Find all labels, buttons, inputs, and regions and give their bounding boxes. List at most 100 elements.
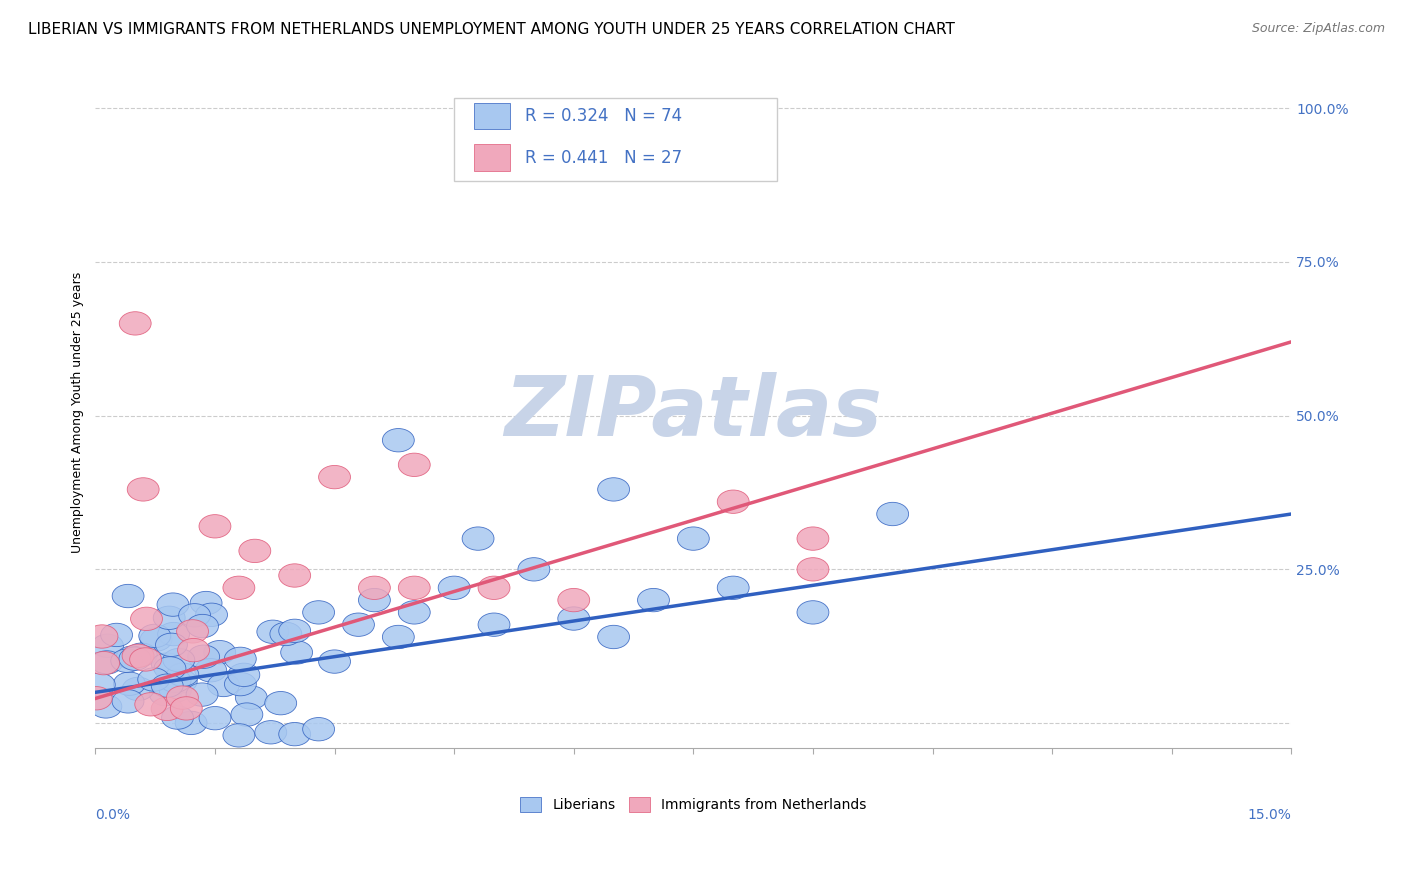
Ellipse shape [80,687,112,710]
Ellipse shape [302,717,335,741]
Ellipse shape [170,697,202,720]
Text: Source: ZipAtlas.com: Source: ZipAtlas.com [1251,22,1385,36]
Ellipse shape [302,600,335,624]
Ellipse shape [120,311,152,335]
Ellipse shape [558,589,589,612]
Text: 15.0%: 15.0% [1247,808,1291,822]
Text: R = 0.324   N = 74: R = 0.324 N = 74 [524,107,682,125]
Ellipse shape [139,624,170,648]
Ellipse shape [153,606,186,630]
Ellipse shape [187,615,218,638]
Ellipse shape [177,620,208,643]
Ellipse shape [152,698,183,721]
Ellipse shape [235,686,267,709]
Ellipse shape [135,692,167,716]
Ellipse shape [122,644,155,667]
Ellipse shape [156,633,187,657]
Ellipse shape [152,674,183,698]
Legend: Liberians, Immigrants from Netherlands: Liberians, Immigrants from Netherlands [515,792,872,818]
Ellipse shape [204,640,236,664]
Y-axis label: Unemployment Among Youth under 25 years: Unemployment Among Youth under 25 years [72,272,84,553]
Ellipse shape [155,657,186,680]
Ellipse shape [228,663,260,687]
Ellipse shape [278,619,311,642]
Ellipse shape [319,466,350,489]
Ellipse shape [225,673,256,696]
Ellipse shape [114,672,145,696]
Ellipse shape [91,634,124,657]
Ellipse shape [278,564,311,587]
Ellipse shape [117,646,148,669]
Ellipse shape [167,663,198,686]
Ellipse shape [257,620,288,643]
Ellipse shape [517,558,550,581]
Ellipse shape [398,453,430,476]
Ellipse shape [86,624,118,648]
Ellipse shape [231,703,263,726]
Ellipse shape [87,651,120,675]
Ellipse shape [159,679,191,702]
Text: ZIPatlas: ZIPatlas [505,372,883,453]
Ellipse shape [90,695,122,718]
Ellipse shape [797,600,830,624]
Ellipse shape [359,589,391,612]
Ellipse shape [254,721,287,744]
Ellipse shape [463,527,494,550]
Text: 0.0%: 0.0% [96,808,131,822]
Ellipse shape [278,723,311,746]
Ellipse shape [439,576,470,599]
Ellipse shape [797,527,830,550]
Ellipse shape [637,589,669,612]
Ellipse shape [129,648,162,671]
Ellipse shape [166,670,197,693]
Ellipse shape [91,651,122,674]
Ellipse shape [598,625,630,648]
Ellipse shape [157,623,190,646]
Ellipse shape [159,669,191,692]
Ellipse shape [83,673,115,697]
Ellipse shape [195,658,226,682]
Ellipse shape [122,677,155,700]
Ellipse shape [138,668,170,691]
Ellipse shape [239,540,271,563]
Ellipse shape [128,478,159,501]
Ellipse shape [678,527,709,550]
Ellipse shape [200,515,231,538]
Ellipse shape [319,650,350,673]
Ellipse shape [200,706,231,730]
Ellipse shape [163,648,195,672]
Ellipse shape [398,576,430,599]
Ellipse shape [166,686,198,709]
Bar [474,103,510,129]
Ellipse shape [398,600,430,624]
Ellipse shape [270,623,302,646]
Ellipse shape [120,647,150,671]
Ellipse shape [188,645,219,668]
Ellipse shape [281,640,312,664]
Ellipse shape [112,690,143,713]
Ellipse shape [382,625,415,648]
Ellipse shape [157,593,188,616]
Ellipse shape [224,723,254,747]
Ellipse shape [478,613,510,636]
Ellipse shape [131,607,163,631]
Ellipse shape [179,604,211,627]
Text: R = 0.441   N = 27: R = 0.441 N = 27 [524,149,682,167]
Ellipse shape [225,648,256,671]
Ellipse shape [190,591,222,615]
Ellipse shape [208,673,239,697]
Text: LIBERIAN VS IMMIGRANTS FROM NETHERLANDS UNEMPLOYMENT AMONG YOUTH UNDER 25 YEARS : LIBERIAN VS IMMIGRANTS FROM NETHERLANDS … [28,22,955,37]
Ellipse shape [359,576,391,599]
Ellipse shape [186,683,218,706]
Ellipse shape [598,478,630,501]
Ellipse shape [177,639,209,662]
Ellipse shape [717,490,749,514]
Ellipse shape [125,643,157,666]
Ellipse shape [152,653,183,676]
Ellipse shape [162,706,194,730]
Ellipse shape [717,576,749,599]
Ellipse shape [343,613,374,636]
Ellipse shape [101,624,132,647]
Ellipse shape [112,584,143,607]
Ellipse shape [176,711,207,735]
